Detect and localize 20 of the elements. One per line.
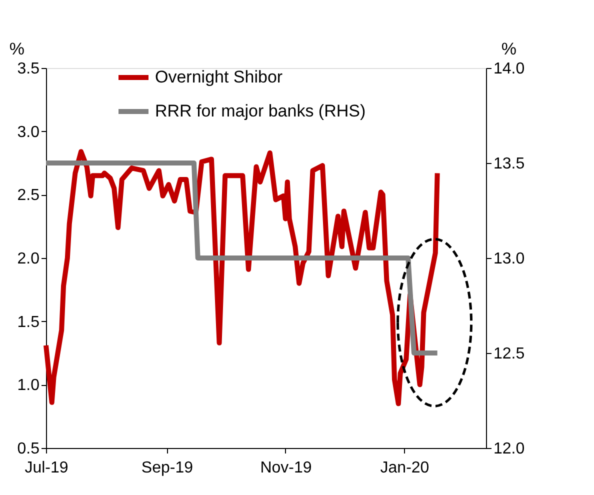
legend-label: Overnight Shibor [155, 68, 283, 86]
y2-tick-label: 12.5 [494, 346, 525, 362]
y-tick-label: 3.5 [17, 60, 40, 78]
y-axis-title: % [9, 40, 24, 58]
y-tick-label: 2.5 [17, 187, 40, 204]
y2-axis-title: % [501, 40, 516, 58]
y-tick-label: 3.0 [17, 124, 40, 141]
x-tick-label: Sep-19 [141, 460, 194, 476]
y2-tick-label: 13.0 [494, 250, 525, 268]
y2-tick-label: 13.5 [494, 156, 525, 172]
y-tick-label: 2.0 [17, 250, 40, 268]
x-tick-label: Jul-19 [24, 460, 68, 476]
y-tick-label: 1.5 [17, 314, 40, 331]
y-tick-label: 0.5 [17, 440, 40, 458]
y-tick-label: 1.0 [17, 377, 40, 394]
y2-tick-label: 12.0 [494, 440, 525, 458]
legend-label: RRR for major banks (RHS) [155, 102, 366, 120]
y2-tick-label: 14.0 [494, 60, 525, 78]
x-tick-label: Jan-20 [380, 460, 430, 476]
x-tick-label: Nov-19 [260, 460, 312, 476]
